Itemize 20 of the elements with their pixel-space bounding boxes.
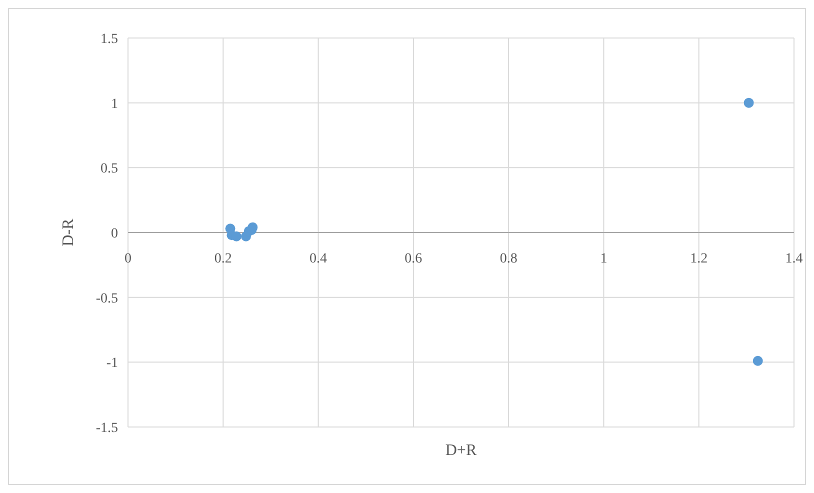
y-tick-label: -1 (106, 356, 118, 372)
x-tick-label: 0.2 (214, 252, 232, 266)
y-tick-label: 1.5 (100, 32, 118, 47)
y-tick-label: -0.5 (96, 291, 118, 306)
point (231, 231, 242, 242)
x-tick-label: 1.4 (785, 252, 803, 266)
point (744, 98, 754, 108)
x-axis-title: D+R (445, 442, 477, 459)
x-tick-label: 1.2 (690, 252, 708, 266)
y-tick-label: 1 (111, 96, 118, 112)
y-tick-label: 0.5 (100, 162, 118, 177)
x-tick-label: 0.4 (310, 252, 328, 266)
y-tick-label: 0 (111, 226, 118, 242)
y-tick-label: -1.5 (96, 421, 118, 436)
x-tick-label: 0 (124, 252, 132, 266)
point (752, 356, 763, 366)
x-tick-label: 0.6 (404, 252, 422, 266)
y-axis-title: D-R (60, 218, 77, 246)
x-tick-label: 1 (600, 252, 608, 266)
x-tick-label: 0.8 (500, 252, 518, 266)
